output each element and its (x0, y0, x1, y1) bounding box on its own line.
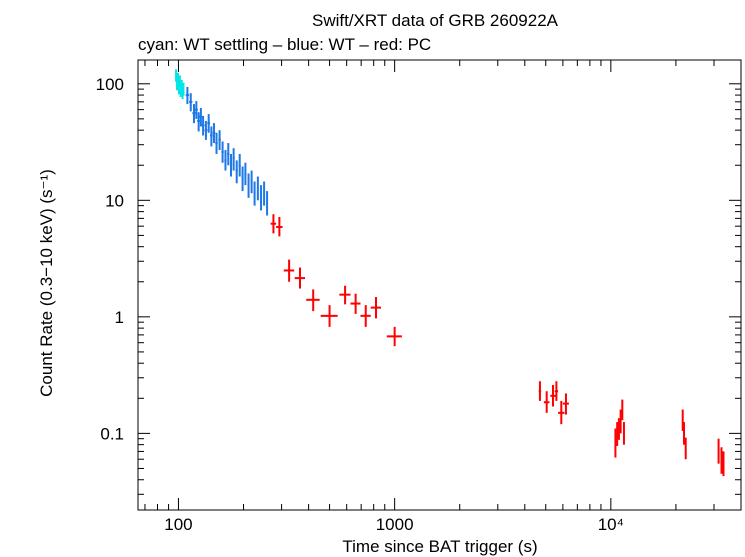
data-point (538, 381, 542, 401)
data-point (253, 181, 256, 206)
data-point (683, 422, 686, 445)
data-point (619, 409, 622, 434)
data-point (263, 181, 266, 206)
data-point (276, 216, 283, 237)
data-point (717, 438, 720, 464)
y-tick-label: 10 (105, 191, 124, 210)
data-point (554, 381, 559, 401)
data-point (250, 170, 253, 194)
data-point (681, 409, 684, 431)
x-tick-label: 10⁴ (598, 515, 624, 534)
data-point (617, 418, 620, 440)
data-point (182, 82, 185, 96)
data-point (221, 141, 224, 163)
data-point (194, 101, 198, 119)
data-point (212, 123, 216, 144)
data-point (204, 120, 208, 140)
data-point (244, 162, 247, 186)
axis-ticks: 100 1000 10⁴ 0.1 1 10 100 (96, 60, 742, 534)
data-point (621, 399, 624, 421)
data-point (256, 176, 259, 201)
data-point (229, 153, 233, 177)
series-pc (270, 214, 725, 477)
y-axis-label: Count Rate (0.3−10 keV) (s⁻¹) (37, 169, 56, 397)
x-axis-label: Time since BAT trigger (s) (342, 537, 537, 556)
data-point (550, 385, 556, 407)
data-point (199, 107, 203, 127)
data-point (260, 185, 263, 211)
data-point (614, 428, 617, 458)
data-point (197, 112, 201, 132)
data-point (227, 143, 230, 166)
data-point (562, 393, 569, 415)
data-point (350, 293, 361, 314)
data-point (270, 214, 277, 234)
data-point (235, 160, 238, 184)
y-tick-label: 100 (96, 75, 124, 94)
chart-title: Swift/XRT data of GRB 260922A (312, 11, 559, 30)
plot-frame (137, 59, 742, 511)
data-point (370, 297, 382, 319)
data-point (386, 326, 402, 347)
data-point (722, 451, 725, 477)
data-point (232, 148, 235, 171)
data-point (224, 150, 227, 171)
y-tick-label: 0.1 (100, 424, 124, 443)
data-point (192, 104, 196, 124)
data-point (339, 285, 351, 305)
data-point (543, 391, 550, 413)
data-point (201, 115, 205, 136)
data-point (360, 305, 371, 327)
y-tick-label: 1 (115, 308, 124, 327)
data-point (320, 305, 338, 327)
data-point (616, 422, 619, 446)
series-wt-settling (175, 69, 185, 100)
data-point (189, 93, 193, 112)
data-point (558, 400, 565, 425)
data-point (207, 114, 211, 133)
data-point (294, 267, 306, 289)
series-wt (185, 86, 269, 216)
data-point (210, 126, 213, 147)
data-point (622, 422, 625, 445)
data-point (720, 447, 723, 474)
data-point (185, 86, 190, 105)
data-point (283, 259, 295, 282)
data-point (247, 173, 250, 198)
x-tick-label: 100 (164, 515, 192, 534)
data-point (684, 437, 687, 460)
data-point (241, 166, 244, 192)
data-point (218, 130, 221, 151)
x-tick-label: 1000 (376, 515, 414, 534)
chart-subtitle: cyan: WT settling – blue: WT – red: PC (138, 35, 431, 54)
data-point (238, 153, 241, 177)
data-point (306, 289, 320, 312)
data-series (175, 69, 725, 477)
data-point (215, 132, 218, 154)
data-point (266, 191, 269, 216)
